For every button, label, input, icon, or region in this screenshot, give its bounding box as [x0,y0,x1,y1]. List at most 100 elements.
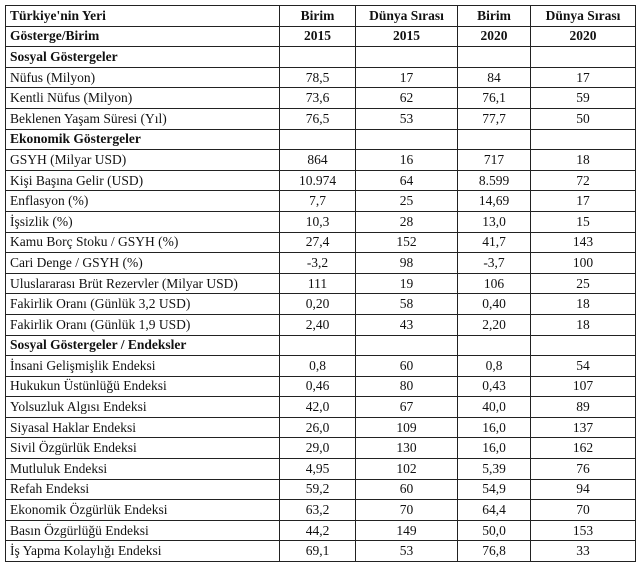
indicator-name-cell: Beklenen Yaşam Süresi (Yıl) [5,107,280,130]
table-row: Fakirlik Oranı (Günlük 1,9 USD) 2,40 43 2,2… [5,313,636,336]
header-cell-indicator: Gösterge/Birim [5,25,280,48]
empty-cell [457,46,531,68]
empty-cell [355,46,458,68]
value-cell: 98 [355,252,458,274]
header-cell-year-2020-unit: 2020 [457,25,531,48]
value-cell: 8.599 [457,169,531,192]
indicator-name-cell: Cari Denge / GSYH (%) [5,252,280,274]
empty-cell [279,46,356,68]
value-cell: 63,2 [279,499,356,521]
header-cell-unit-2015: Birim [279,5,356,27]
value-cell: 100 [530,252,636,274]
section-title: Sosyal Göstergeler / Endeksler [5,334,280,357]
table-row: Ekonomik Özgürlük Endeksi 63,2 70 64,4 70 [5,499,636,521]
table-row: Kentli Nüfus (Milyon) 73,6 62 76,1 59 [5,87,636,109]
indicator-name-cell: İş Yapma Kolaylığı Endeksi [5,540,280,563]
value-cell: 16 [355,149,458,171]
table-row: Refah Endeksi 59,2 60 54,9 94 [5,478,636,501]
value-cell: 102 [355,458,458,480]
value-cell: 54 [530,355,636,377]
indicator-name-cell: Kişi Başına Gelir (USD) [5,169,280,192]
empty-cell [530,128,636,151]
table-row: Hukukun Üstünlüğü Endeksi 0,46 80 0,43 107 [5,375,636,398]
value-cell: 84 [457,66,531,89]
header-cell-year-2015-unit: 2015 [279,25,356,48]
value-cell: -3,7 [457,252,531,274]
header-cell-year-2015-rank: 2015 [355,25,458,48]
table-row: Basın Özgürlüğü Endeksi 44,2 149 50,0 153 [5,519,636,542]
value-cell: 15 [530,210,636,233]
header-cell-rank-2015: Dünya Sırası [355,5,458,27]
value-cell: -3,2 [279,252,356,274]
header-row-2: Gösterge/Birim 2015 2015 2020 2020 [5,25,636,48]
indicator-name-cell: Hukukun Üstünlüğü Endeksi [5,375,280,398]
section-title: Ekonomik Göstergeler [5,128,280,151]
value-cell: 10.974 [279,169,356,192]
value-cell: 106 [457,272,531,295]
value-cell: 18 [530,149,636,171]
value-cell: 53 [355,107,458,130]
indicator-name-cell: Ekonomik Özgürlük Endeksi [5,499,280,521]
value-cell: 59 [530,87,636,109]
indicator-name-cell: Refah Endeksi [5,478,280,501]
value-cell: 0,8 [279,355,356,377]
table-row: Enflasyon (%) 7,7 25 14,69 17 [5,190,636,212]
value-cell: 111 [279,272,356,295]
empty-cell [279,128,356,151]
indicator-name-cell: Basın Özgürlüğü Endeksi [5,519,280,542]
value-cell: 76,1 [457,87,531,109]
table-row: Nüfus (Milyon) 78,5 17 84 17 [5,66,636,89]
table-row: Mutluluk Endeksi 4,95 102 5,39 76 [5,458,636,480]
section-title: Sosyal Göstergeler [5,46,280,68]
value-cell: 42,0 [279,396,356,418]
value-cell: 53 [355,540,458,563]
value-cell: 76,5 [279,107,356,130]
table-row: Cari Denge / GSYH (%) -3,2 98 -3,7 100 [5,252,636,274]
value-cell: 76 [530,458,636,480]
value-cell: 0,43 [457,375,531,398]
value-cell: 19 [355,272,458,295]
value-cell: 2,20 [457,313,531,336]
table-row: Yolsuzluk Algısı Endeksi 42,0 67 40,0 89 [5,396,636,418]
value-cell: 28 [355,210,458,233]
value-cell: 77,7 [457,107,531,130]
value-cell: 60 [355,355,458,377]
value-cell: 16,0 [457,416,531,439]
header-cell-unit-2020: Birim [457,5,531,27]
empty-cell [355,128,458,151]
empty-cell [457,334,531,357]
table-row: Sivil Özgürlük Endeksi 29,0 130 16,0 162 [5,437,636,460]
value-cell: 14,69 [457,190,531,212]
value-cell: 94 [530,478,636,501]
value-cell: 2,40 [279,313,356,336]
table-row: Fakirlik Oranı (Günlük 3,2 USD) 0,20 58 0,4… [5,293,636,315]
value-cell: 62 [355,87,458,109]
table-body: Türkiye'nin Yeri Birim Dünya Sırası Biri… [5,5,636,563]
value-cell: 4,95 [279,458,356,480]
indicator-name-cell: Nüfus (Milyon) [5,66,280,89]
indicator-name-cell: İşsizlik (%) [5,210,280,233]
value-cell: 0,40 [457,293,531,315]
value-cell: 40,0 [457,396,531,418]
table-row: GSYH (Milyar USD) 864 16 717 18 [5,149,636,171]
value-cell: 18 [530,313,636,336]
empty-cell [355,334,458,357]
empty-cell [457,128,531,151]
section-header-row: Sosyal Göstergeler / Endeksler [5,334,636,357]
value-cell: 64,4 [457,499,531,521]
value-cell: 29,0 [279,437,356,460]
section-header-row: Sosyal Göstergeler [5,46,636,68]
value-cell: 50 [530,107,636,130]
value-cell: 10,3 [279,210,356,233]
indicator-name-cell: Siyasal Haklar Endeksi [5,416,280,439]
value-cell: 153 [530,519,636,542]
header-cell-country: Türkiye'nin Yeri [5,5,280,27]
value-cell: 73,6 [279,87,356,109]
value-cell: 26,0 [279,416,356,439]
empty-cell [530,334,636,357]
value-cell: 18 [530,293,636,315]
indicator-name-cell: Sivil Özgürlük Endeksi [5,437,280,460]
value-cell: 109 [355,416,458,439]
value-cell: 70 [530,499,636,521]
indicator-name-cell: Uluslararası Brüt Rezervler (Milyar USD) [5,272,280,295]
